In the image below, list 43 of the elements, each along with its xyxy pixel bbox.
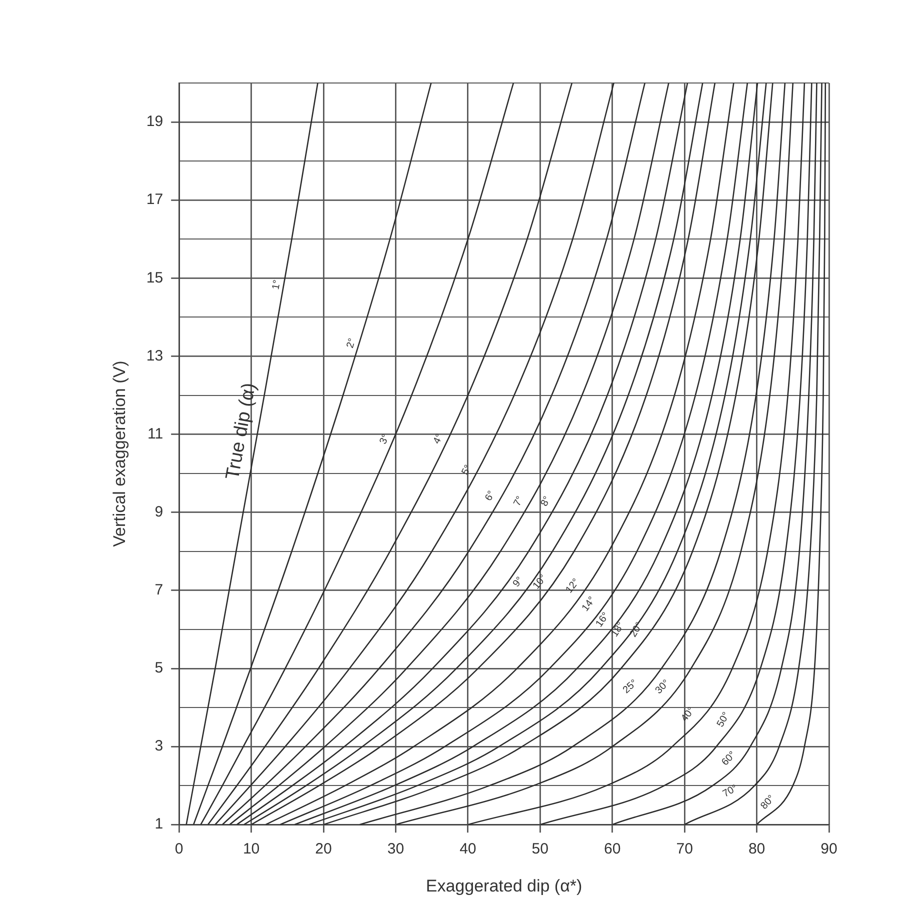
x-tick-label: 60	[604, 840, 621, 858]
text: 18°	[609, 620, 627, 639]
text: 5°	[460, 463, 474, 477]
y-tick-label: 1	[154, 816, 164, 833]
text: 9°	[511, 575, 526, 590]
y-tick-label: 19	[146, 113, 164, 130]
x-tick-label: 40	[460, 840, 476, 858]
text: 10°	[531, 572, 550, 592]
x-tick-label: 80	[748, 840, 766, 858]
text: 4°	[431, 432, 446, 446]
text: 7°	[512, 494, 526, 508]
y-tick-label: 7	[154, 582, 164, 599]
text: 3°	[378, 432, 392, 446]
x-tick-label: 0	[174, 840, 184, 858]
y-tick-label: 17	[146, 191, 164, 208]
x-tick-label: 90	[820, 840, 838, 858]
text: 1°	[270, 279, 284, 290]
text: 6°	[483, 489, 498, 503]
annotation: True dip (α)	[222, 381, 260, 482]
y-tick-label: 3	[154, 738, 164, 755]
x-tick-label: 30	[387, 840, 404, 858]
x-tick-label: 20	[315, 840, 332, 858]
text: 50°	[715, 710, 732, 730]
text: 30°	[653, 678, 672, 696]
text: 12°	[564, 576, 582, 596]
y-tick-label: 9	[154, 503, 164, 520]
text: 80°	[758, 793, 778, 812]
text: 25°	[621, 678, 640, 696]
text: 70°	[721, 782, 740, 800]
text: 20°	[628, 620, 646, 640]
x-tick-label: 10	[242, 840, 260, 858]
text: 2°	[344, 337, 358, 350]
text: 8°	[539, 494, 554, 508]
y-tick-label: 13	[146, 347, 164, 364]
text: 40°	[679, 705, 698, 724]
y-tick-label: 15	[146, 269, 164, 286]
x-tick-label: 70	[676, 840, 693, 858]
x-tick-label: 50	[532, 840, 548, 858]
y-axis-title: Vertical exaggeration (V)	[110, 360, 129, 547]
y-tick-label: 11	[148, 425, 164, 442]
x-axis-title: Exaggerated dip (α*)	[426, 876, 582, 896]
y-tick-label: 5	[154, 660, 164, 677]
text: 60°	[720, 750, 738, 768]
